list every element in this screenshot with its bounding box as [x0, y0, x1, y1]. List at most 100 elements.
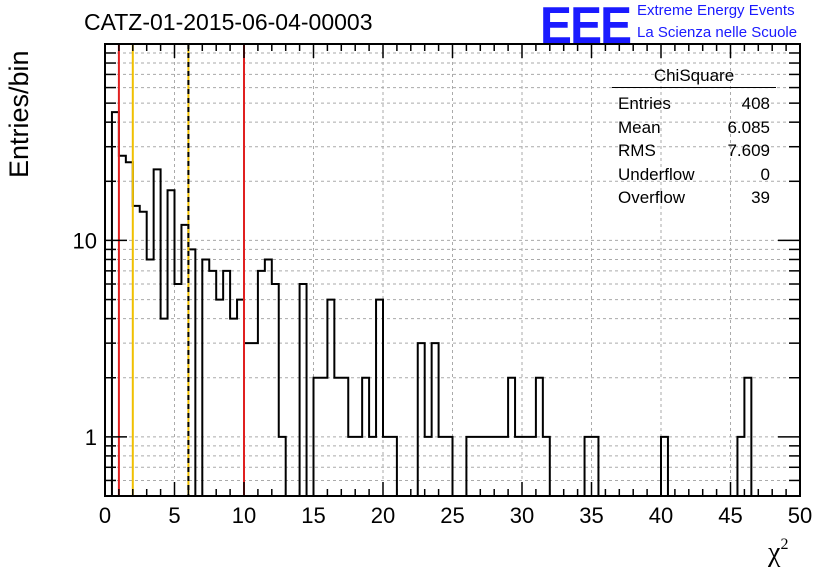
histogram-bin [536, 378, 543, 496]
x-tick-label: 35 [579, 503, 603, 528]
histogram-bin [209, 271, 216, 496]
histogram-bin [744, 378, 751, 496]
histogram-bin [737, 437, 744, 496]
stats-value: 408 [741, 94, 770, 113]
histogram-bin [341, 378, 348, 496]
histogram-bin [175, 284, 182, 496]
stats-row: Overflow 39 [610, 186, 778, 210]
histogram-bin [355, 437, 362, 496]
stats-label: Entries [618, 94, 671, 113]
stats-value: 0 [760, 164, 770, 184]
histogram-bin [466, 437, 473, 496]
histogram-bin [251, 343, 258, 496]
stats-value: 6.085 [727, 117, 770, 137]
logo-tagline-1: Extreme Energy Events [637, 2, 795, 19]
x-tick-label: 25 [440, 503, 464, 528]
histogram-bin [425, 437, 432, 496]
histogram-bin [147, 259, 154, 496]
histogram-bin [529, 437, 536, 496]
histogram-bin [362, 378, 369, 496]
x-tick-label: 40 [649, 503, 673, 528]
histogram-bin [181, 225, 188, 496]
histogram-bin [265, 259, 272, 496]
histogram-bin [300, 284, 307, 496]
histogram-bin [439, 437, 446, 496]
y-tick-label: 10 [73, 228, 97, 253]
x-tick-label: 5 [168, 503, 180, 528]
histogram-bin [168, 190, 175, 496]
x-tick-label: 0 [99, 503, 111, 528]
histogram-bin [223, 271, 230, 496]
stats-label: Overflow [618, 188, 686, 207]
x-tick-label: 15 [301, 503, 325, 528]
x-axis-label-symbol: χ [768, 537, 781, 568]
histogram-bin [320, 378, 327, 496]
histogram-bin [480, 437, 487, 496]
histogram-bin [369, 437, 376, 496]
histogram-bin [592, 437, 599, 496]
histogram-bin [376, 300, 383, 496]
stats-row: Entries 408 [610, 92, 778, 116]
histogram-bin [327, 300, 334, 496]
x-tick-label: 10 [232, 503, 256, 528]
histogram-bin [237, 300, 244, 496]
histogram-bin [230, 319, 237, 496]
x-axis-label: χ2 [768, 536, 788, 569]
x-tick-label: 50 [788, 503, 812, 528]
histogram-bin [314, 378, 321, 496]
histogram-bin [279, 437, 286, 496]
histogram-bin [126, 162, 133, 496]
stats-label: Mean [618, 117, 661, 137]
histogram-bin [272, 284, 279, 496]
histogram-bin [543, 437, 550, 496]
histogram-bin [383, 437, 390, 496]
stats-title: ChiSquare [612, 66, 776, 88]
histogram-bin [661, 437, 668, 496]
histogram-bin [487, 437, 494, 496]
histogram-bin [161, 319, 168, 496]
x-tick-label: 45 [718, 503, 742, 528]
histogram-bin [202, 259, 209, 496]
histogram-bin [501, 437, 508, 496]
eee-logo: EEE [540, 0, 632, 55]
histogram-bin [188, 249, 195, 496]
cut-lines [117, 44, 245, 496]
histogram-bin [473, 437, 480, 496]
stats-row: Underflow 0 [610, 163, 778, 187]
stats-label: Underflow [618, 164, 695, 184]
y-axis-label: Entries/bin [4, 50, 34, 178]
stats-row: RMS 7.609 [610, 139, 778, 163]
histogram-bin [585, 437, 592, 496]
histogram-bin [140, 212, 147, 496]
x-tick-label: 30 [510, 503, 534, 528]
histogram-bin [418, 343, 425, 496]
histogram-bin [515, 437, 522, 496]
stats-value: 7.609 [727, 141, 770, 160]
histogram-bin [390, 437, 397, 496]
axes: 0 5 10 15 20 25 30 35 40 45 50 1 10 [73, 43, 812, 528]
histogram-bin [112, 112, 119, 496]
histogram-bin [432, 343, 439, 496]
histogram-bin [334, 378, 341, 496]
histogram-bin [258, 271, 265, 496]
stats-value: 39 [751, 188, 770, 207]
stats-row: Mean 6.085 [610, 116, 778, 140]
stats-label: RMS [618, 141, 656, 160]
histogram-bin [348, 437, 355, 496]
histogram-bin [508, 378, 515, 496]
histogram-bin [119, 156, 126, 496]
histogram-bin [216, 300, 223, 496]
histogram-bin [446, 437, 453, 496]
x-axis-label-superscript: 2 [780, 536, 789, 553]
chart-title: CATZ-01-2015-06-04-00003 [84, 9, 373, 35]
stats-box: ChiSquare Entries 408 Mean 6.085 RMS 7.609 Und… [610, 66, 778, 210]
histogram-bin [494, 437, 501, 496]
grid-lines [105, 44, 800, 496]
histogram-bin [154, 169, 161, 496]
histogram-bin [133, 206, 140, 496]
histogram-bin [244, 343, 251, 496]
logo-tagline-2: La Scienza nelle Scuole [637, 24, 798, 41]
y-tick-label: 1 [85, 425, 97, 450]
x-tick-label: 20 [371, 503, 395, 528]
